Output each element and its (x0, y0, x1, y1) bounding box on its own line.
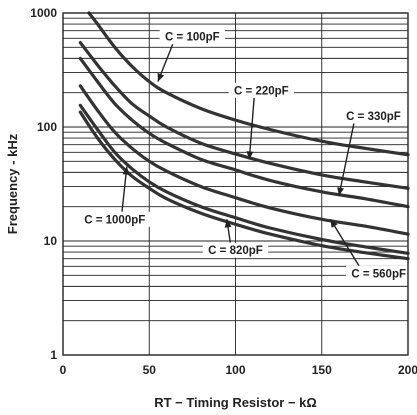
x-axis-title: RT − Timing Resistor − kΩ (154, 395, 317, 410)
x-tick-label: 200 (398, 363, 417, 377)
series-line (78, 41, 410, 190)
series-label: C = 220pF (234, 85, 289, 97)
series-label: C = 330pF (346, 111, 401, 123)
series-label-background (202, 242, 269, 258)
label-arrowhead (330, 219, 338, 228)
label-leader-line (329, 218, 360, 267)
series-line (78, 103, 410, 255)
y-tick-label: 100 (37, 120, 57, 134)
label-arrowhead (224, 219, 232, 228)
series-lines (78, 11, 410, 261)
series-label-background (78, 211, 151, 227)
label-leader-line (248, 97, 255, 160)
series-label-background (159, 29, 226, 45)
label-arrowhead (122, 166, 130, 175)
series-line (78, 110, 410, 261)
label-arrowhead (157, 72, 165, 82)
y-tick-label: 1000 (30, 6, 57, 20)
series-line (78, 56, 410, 209)
tick-labels: 0 50 100 150 200 1 10 100 1000 (30, 6, 417, 377)
x-tick-label: 0 (60, 363, 67, 377)
x-tick-label: 50 (143, 363, 157, 377)
x-tick-label: 150 (312, 363, 332, 377)
plot-frame (62, 12, 409, 356)
x-tick-label: 100 (225, 363, 245, 377)
series-label: C = 100pF (165, 32, 220, 44)
series-line (87, 11, 410, 157)
series-label-background (340, 108, 407, 124)
y-tick-label: 1 (50, 348, 57, 362)
series-label-background (228, 82, 295, 98)
series-line (78, 84, 410, 236)
label-leader-line (338, 123, 355, 196)
label-arrowhead (246, 151, 254, 160)
series-label: C = 1000pF (84, 214, 145, 226)
series-label-background (345, 265, 412, 281)
label-arrowhead (337, 187, 344, 196)
y-tick-label: 10 (44, 234, 58, 248)
grid (62, 12, 409, 356)
series-label: C = 560pF (351, 268, 406, 280)
y-axis-title: Frequency - kHz (5, 133, 20, 234)
series-labels: C = 100pF C = 220pF C = 330pF C = 560pF C = … (78, 29, 412, 281)
series-label: C = 820pF (208, 245, 263, 257)
